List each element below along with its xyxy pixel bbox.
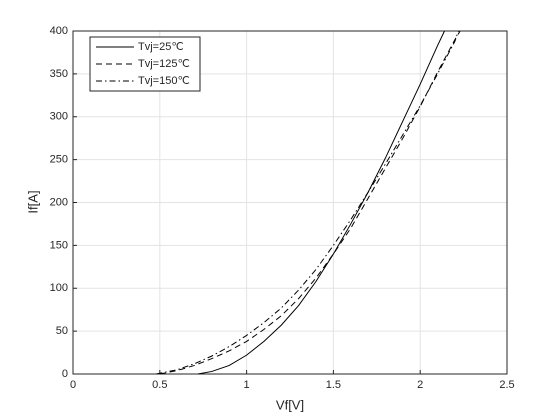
- y-tick-label: 400: [50, 25, 68, 37]
- x-tick-label: 2.5: [499, 379, 514, 391]
- plot-frame: [72, 30, 508, 375]
- y-tick-label: 0: [62, 368, 68, 380]
- y-tick-label: 250: [50, 154, 68, 166]
- y-tick-label: 350: [50, 68, 68, 80]
- legend-label: Tvj=25℃: [138, 41, 184, 53]
- legend-label: Tvj=150℃: [138, 75, 190, 87]
- y-tick-label: 300: [50, 111, 68, 123]
- y-tick-label: 150: [50, 239, 68, 251]
- x-tick-label: 0: [70, 379, 76, 391]
- x-tick-label: 1.5: [326, 379, 341, 391]
- x-axis-label: Vf[V]: [276, 397, 304, 412]
- y-tick-label: 50: [56, 325, 68, 337]
- x-tick-label: 0.5: [152, 379, 167, 391]
- line-series: [159, 30, 461, 375]
- y-axis-label: If[A]: [25, 190, 40, 213]
- x-tick-label: 1: [244, 379, 250, 391]
- x-tick-label: 2: [417, 379, 423, 391]
- legend-label: Tvj=125℃: [138, 58, 190, 70]
- line-series: [156, 30, 459, 375]
- y-tick-label: 200: [50, 196, 68, 208]
- line-series: [197, 30, 445, 375]
- y-tick-label: 100: [50, 282, 68, 294]
